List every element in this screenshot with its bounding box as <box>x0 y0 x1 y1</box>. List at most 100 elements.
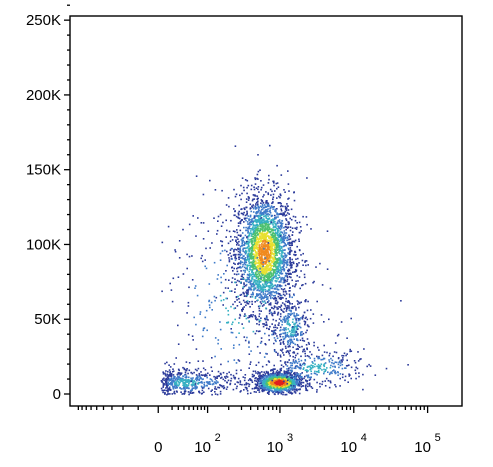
event-dot <box>271 330 273 332</box>
event-dot <box>265 202 267 204</box>
event-dot <box>248 257 251 260</box>
event-dot <box>285 232 288 234</box>
event-dot <box>164 392 166 394</box>
event-dot <box>269 293 272 295</box>
event-dot <box>297 334 299 336</box>
event-dot <box>169 389 171 391</box>
event-dot <box>285 351 288 353</box>
event-dot <box>280 250 282 252</box>
event-dot <box>287 341 289 344</box>
event-dot <box>253 268 256 270</box>
event-dot <box>271 286 273 288</box>
event-dot <box>275 236 278 239</box>
event-dot <box>166 361 168 364</box>
event-dot <box>280 374 282 377</box>
event-dot <box>284 362 286 364</box>
event-dot <box>260 287 263 290</box>
event-dot <box>321 369 323 371</box>
event-dot <box>256 231 259 234</box>
event-dot <box>254 241 257 244</box>
event-dot <box>271 312 273 315</box>
event-dot <box>276 387 279 389</box>
event-dot <box>200 371 202 373</box>
event-dot <box>184 371 187 373</box>
event-dot <box>182 377 184 380</box>
event-dot <box>236 241 238 244</box>
event-dot <box>194 383 197 385</box>
event-dot <box>289 380 291 383</box>
event-dot <box>272 222 274 224</box>
event-dot <box>335 385 337 388</box>
event-dot <box>318 367 321 369</box>
event-dot <box>304 260 307 262</box>
event-dot <box>184 374 186 376</box>
event-dot <box>162 373 165 375</box>
event-dot <box>275 225 277 228</box>
event-dot <box>298 276 301 278</box>
event-dot <box>289 264 292 267</box>
event-dot <box>264 302 267 304</box>
event-dot <box>292 385 295 387</box>
event-dot <box>298 302 301 305</box>
event-dot <box>258 206 261 209</box>
event-dot <box>268 205 270 208</box>
event-dot <box>254 296 257 298</box>
event-dot <box>240 390 242 392</box>
event-dot <box>277 278 279 280</box>
event-dot <box>271 252 273 254</box>
event-dot <box>273 255 276 257</box>
event-dot <box>299 363 301 365</box>
event-dot <box>284 336 287 339</box>
event-dot <box>272 382 274 385</box>
event-dot <box>265 211 268 213</box>
event-dot <box>257 265 259 268</box>
event-dot <box>219 393 222 395</box>
event-dot <box>299 326 302 329</box>
event-dot <box>268 274 271 277</box>
event-dot <box>234 376 237 379</box>
event-dot <box>248 346 250 348</box>
event-dot <box>218 386 221 389</box>
event-dot <box>241 257 244 259</box>
event-dot <box>290 261 293 264</box>
event-dot <box>267 192 269 194</box>
event-dot <box>202 238 205 240</box>
event-dot <box>233 188 235 191</box>
event-dot <box>170 289 173 291</box>
event-dot <box>271 333 273 336</box>
event-dot <box>274 378 276 381</box>
event-dot <box>282 258 285 260</box>
event-dot <box>259 374 261 376</box>
event-dot <box>264 212 267 214</box>
event-dot <box>257 233 259 236</box>
event-dot <box>168 383 171 385</box>
event-dot <box>296 324 299 326</box>
event-dot <box>296 378 298 381</box>
event-dot <box>205 384 208 387</box>
event-dot <box>267 247 270 250</box>
event-dot <box>285 218 287 220</box>
event-dot <box>296 300 299 302</box>
event-dot <box>362 373 364 376</box>
event-dot <box>291 307 293 309</box>
event-dot <box>172 370 175 372</box>
event-dot <box>291 326 294 328</box>
event-dot <box>205 381 208 383</box>
event-dot <box>273 182 275 184</box>
event-dot <box>255 266 257 269</box>
event-dot <box>174 379 177 381</box>
event-dot <box>279 360 282 362</box>
event-dot <box>263 228 266 230</box>
event-dot <box>260 221 262 223</box>
event-dot <box>257 205 260 207</box>
event-dot <box>180 373 182 375</box>
event-dot <box>274 376 276 379</box>
event-dot <box>173 363 176 365</box>
event-dot <box>184 385 187 388</box>
event-dot <box>357 351 359 353</box>
event-dot <box>266 279 268 281</box>
event-dot <box>259 267 261 270</box>
event-dot <box>266 372 268 374</box>
event-dot <box>276 379 278 381</box>
event-dot <box>293 293 295 296</box>
